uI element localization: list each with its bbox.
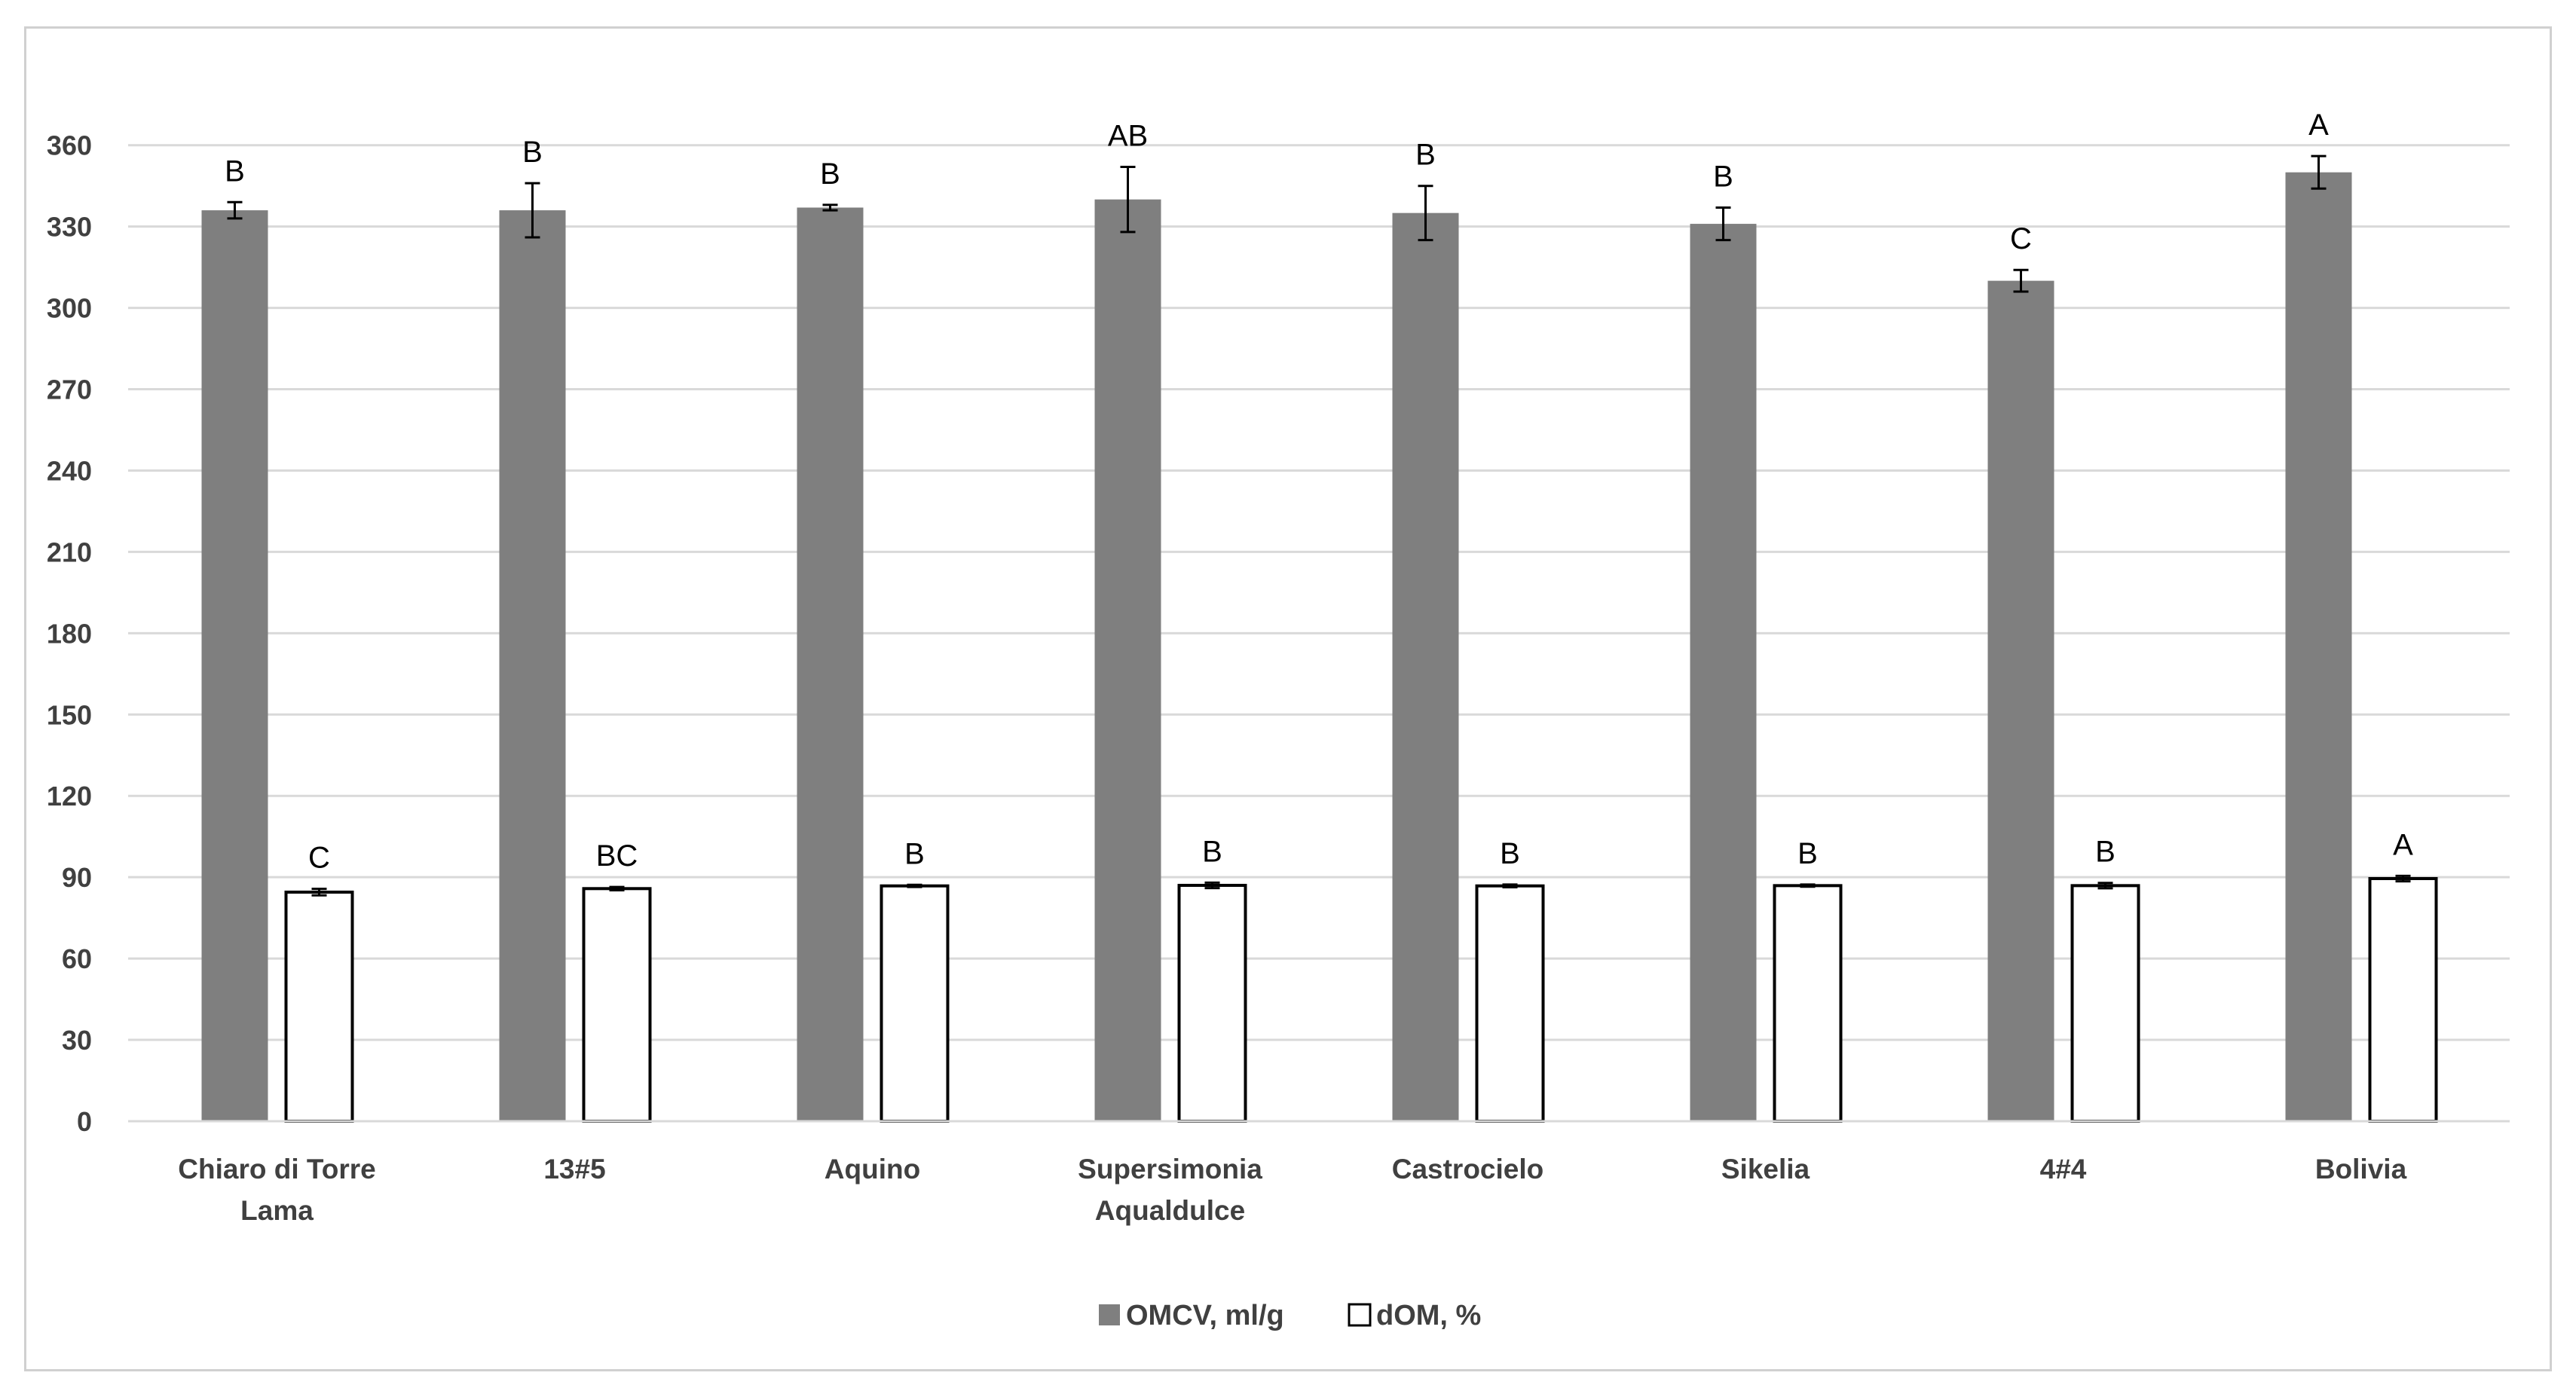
significance-letter: B: [1415, 139, 1436, 172]
bar-omcv: [1987, 280, 2054, 1121]
significance-letter: B: [1500, 837, 1520, 870]
error-bar: [311, 888, 327, 897]
significance-letter: B: [225, 154, 245, 188]
bar-dom: [1773, 884, 1843, 1123]
error-bar: [609, 885, 625, 891]
bar-dom: [1475, 884, 1545, 1123]
significance-letter: AB: [1108, 120, 1148, 153]
legend-label: OMCV, ml/g: [1126, 1300, 1284, 1331]
error-bar: [822, 203, 838, 212]
significance-letter: A: [2393, 828, 2413, 861]
bar-dom: [880, 884, 950, 1123]
error-bar: [907, 883, 922, 888]
significance-letter: B: [1797, 837, 1818, 870]
y-tick-label: 150: [47, 699, 92, 730]
y-tick-label: 30: [62, 1025, 92, 1056]
significance-letter: B: [2095, 836, 2116, 869]
bar-dom: [582, 887, 652, 1123]
bar-dom: [2070, 884, 2140, 1123]
error-bar: [1418, 185, 1433, 242]
significance-letter: C: [2010, 222, 2032, 255]
bar-omcv: [1094, 199, 1161, 1122]
bar-omcv: [201, 210, 268, 1121]
error-bar: [1204, 881, 1220, 890]
y-tick-label: 210: [47, 536, 92, 567]
bar-omcv: [1690, 224, 1757, 1121]
bar-omcv: [1392, 212, 1459, 1121]
category-label: 4#4: [2040, 1154, 2087, 1185]
significance-letter: B: [1713, 160, 1733, 193]
error-bar: [227, 200, 243, 220]
significance-letter: B: [1202, 835, 1222, 868]
legend-swatch: [1099, 1304, 1120, 1325]
bar-omcv: [797, 207, 864, 1121]
y-axis-ticks: 0 30 60 90 120 150 180 210 240 270 300 330 360: [47, 130, 92, 1137]
error-bar: [1120, 166, 1136, 234]
y-tick-label: 180: [47, 618, 92, 649]
legend-swatch: [1348, 1303, 1372, 1327]
chart-frame: [24, 26, 2552, 1371]
error-bar: [1800, 883, 1816, 888]
error-bar: [2013, 268, 2029, 293]
y-tick-label: 360: [47, 130, 92, 161]
y-tick-label: 60: [62, 943, 92, 974]
y-tick-label: 330: [47, 212, 92, 243]
bar-omcv: [499, 210, 566, 1121]
significance-letter: BC: [596, 839, 638, 873]
significance-letter: B: [522, 136, 543, 169]
error-bar: [2097, 882, 2113, 890]
category-labels: Chiaro di Torre Lama 13#5 Aquino Supersimoni…: [178, 1154, 2406, 1226]
bars: [201, 172, 2438, 1123]
error-bars: [227, 154, 2411, 897]
bar-dom: [1177, 883, 1247, 1123]
category-label: Supersimonia Aqualdulce: [1078, 1154, 1262, 1226]
bar-omcv: [2285, 172, 2352, 1122]
legend-item-dom: dOM, %: [1348, 1300, 1481, 1331]
y-tick-label: 270: [47, 374, 92, 405]
category-label: Chiaro di Torre Lama: [178, 1154, 375, 1226]
y-tick-label: 120: [47, 781, 92, 812]
category-label: Aquino: [825, 1154, 920, 1185]
category-label: 13#5: [543, 1154, 605, 1185]
significance-letter: C: [308, 842, 330, 875]
significance-letter: B: [904, 837, 925, 870]
legend: OMCV, ml/g dOM, %: [1099, 1300, 1481, 1331]
error-bar: [1502, 883, 1518, 888]
y-tick-label: 0: [77, 1106, 92, 1137]
error-bar: [1715, 206, 1731, 242]
category-label: Sikelia: [1721, 1154, 1810, 1185]
error-bar: [525, 182, 540, 239]
legend-label: dOM, %: [1376, 1300, 1481, 1331]
gridlines: [128, 144, 2510, 1041]
y-tick-label: 300: [47, 293, 92, 324]
y-tick-label: 90: [62, 862, 92, 893]
significance-letter: A: [2308, 109, 2329, 142]
error-bar: [2311, 154, 2327, 190]
significance-letter: B: [820, 157, 840, 191]
error-bar: [2395, 874, 2411, 883]
category-label: Bolivia: [2315, 1154, 2407, 1185]
legend-item-omcv: OMCV, ml/g: [1099, 1300, 1284, 1331]
bar-dom: [284, 890, 354, 1123]
y-tick-label: 240: [47, 455, 92, 486]
category-label: Castrocielo: [1392, 1154, 1544, 1185]
bar-dom: [2368, 876, 2438, 1123]
